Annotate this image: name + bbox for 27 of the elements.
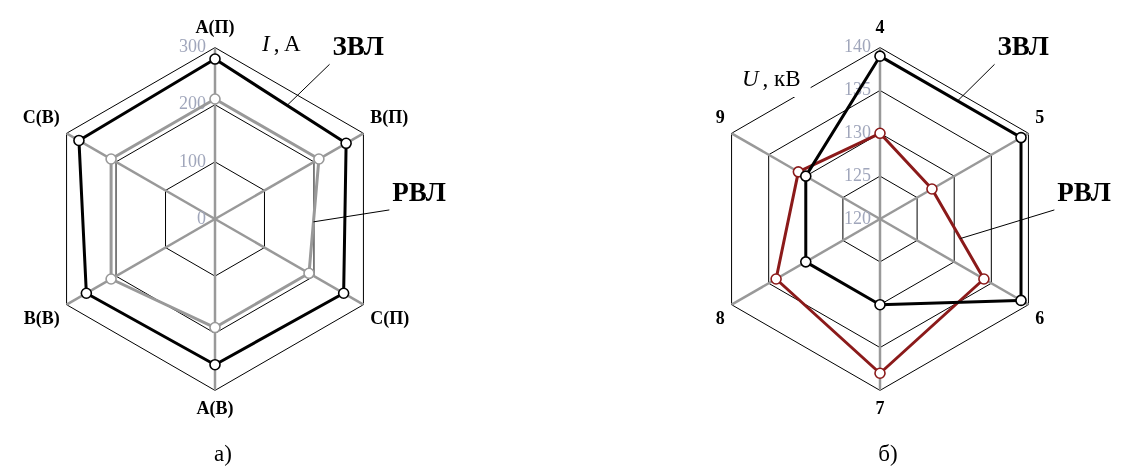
text: U, кВ	[742, 65, 801, 91]
spoke-label: A(В)	[196, 397, 234, 419]
text: а)	[214, 441, 232, 467]
y-tick-label: 130	[844, 122, 871, 143]
spoke-label: 6	[1035, 308, 1045, 329]
spoke-label: A(П)	[195, 17, 235, 39]
y-tick-label: 0	[197, 207, 206, 228]
text: ЗВЛ	[332, 31, 384, 62]
text: I, A	[261, 30, 301, 56]
y-tick-label: 120	[844, 207, 871, 228]
spoke-label: C(П)	[370, 308, 410, 330]
y-tick-label: 100	[179, 150, 206, 171]
y-tick-label: 125	[844, 164, 871, 185]
spoke-label: 8	[715, 308, 725, 329]
spoke-label: B(П)	[370, 107, 409, 129]
text: б)	[878, 441, 898, 467]
spoke-label: 9	[715, 107, 725, 128]
y-tick-label: 300	[179, 36, 206, 57]
y-tick-label: 140	[844, 36, 871, 57]
spoke-label: B(В)	[23, 308, 60, 330]
text: РВЛ	[1057, 176, 1111, 207]
text: РВЛ	[392, 176, 446, 207]
spoke-label: 5	[1035, 107, 1045, 128]
spoke-label: C(В)	[22, 107, 60, 129]
spoke-label: 4	[875, 17, 885, 38]
text: ЗВЛ	[997, 31, 1049, 62]
spoke-label: 7	[875, 397, 885, 418]
